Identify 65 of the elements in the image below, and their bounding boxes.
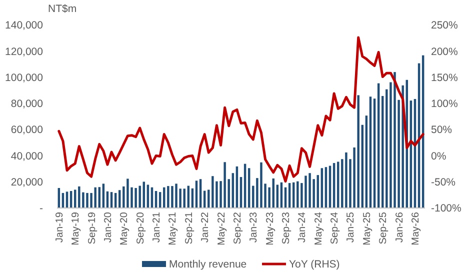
x-tick-label: Sep-22 bbox=[232, 212, 244, 244]
bar bbox=[175, 184, 178, 208]
y2-tick-label: 0% bbox=[431, 150, 446, 162]
bar bbox=[134, 188, 137, 208]
x-tick-label: May-23 bbox=[264, 212, 276, 246]
bar bbox=[394, 72, 396, 208]
bar bbox=[167, 186, 170, 208]
y2-tick-label: 250% bbox=[431, 20, 458, 32]
x-tick-label: Jan-26 bbox=[394, 212, 406, 243]
y-tick-label: 100,000 bbox=[5, 72, 44, 84]
bar bbox=[296, 181, 299, 208]
x-tick-label: Sep-19 bbox=[86, 212, 98, 244]
bar bbox=[369, 96, 372, 208]
x-tick-label: May-21 bbox=[168, 212, 179, 246]
x-tick-label: Sep-21 bbox=[184, 212, 195, 244]
bar bbox=[86, 192, 88, 208]
x-tick-label: Jan-21 bbox=[152, 212, 163, 243]
y-tick-label: 20,000 bbox=[10, 176, 44, 189]
y-tick-label: 40,000 bbox=[10, 150, 44, 162]
y2-tick-label: 150% bbox=[431, 72, 458, 84]
x-tick-label: Jan-20 bbox=[102, 212, 114, 243]
bar bbox=[94, 187, 96, 208]
y2-tick-label: -50% bbox=[431, 176, 456, 189]
x-tick-label: Sep-20 bbox=[135, 212, 146, 244]
y2-tick-label: 200% bbox=[431, 46, 458, 58]
x-tick-label: May-24 bbox=[313, 212, 324, 246]
x-tick-label: Jan-25 bbox=[346, 212, 357, 243]
x-tick-label: Sep-25 bbox=[378, 212, 390, 244]
y-tick-label: 80,000 bbox=[10, 98, 44, 110]
bar bbox=[183, 188, 186, 208]
y-tick-label: - bbox=[40, 202, 44, 215]
x-tick-label: Jan-22 bbox=[200, 212, 212, 243]
bar bbox=[260, 162, 262, 208]
bar bbox=[308, 173, 311, 208]
y-tick-label: 60,000 bbox=[10, 124, 44, 136]
bar bbox=[224, 162, 226, 208]
x-tick-label: Sep-23 bbox=[281, 212, 292, 244]
x-tick-label: Jan-24 bbox=[297, 212, 308, 243]
x-tick-label: Sep-24 bbox=[330, 212, 341, 244]
bar bbox=[171, 186, 174, 208]
x-tick-label: May-25 bbox=[362, 212, 373, 246]
y2-tick-label: 100% bbox=[431, 98, 458, 110]
y-axis-title: NT$m bbox=[48, 3, 77, 15]
bar bbox=[212, 176, 214, 208]
legend-label: YoY (RHS) bbox=[289, 258, 340, 271]
y2-tick-label: -100% bbox=[431, 202, 462, 215]
y-tick-label: 120,000 bbox=[5, 46, 44, 58]
x-tick-label: Jan-19 bbox=[54, 212, 66, 243]
bar bbox=[126, 178, 129, 208]
bar bbox=[304, 176, 307, 208]
bar bbox=[138, 186, 141, 208]
bar bbox=[357, 95, 360, 208]
y2-tick-label: 50% bbox=[431, 124, 452, 136]
y-tick-label: 140,000 bbox=[5, 20, 44, 32]
bar bbox=[373, 98, 376, 208]
x-tick-label: Jan-23 bbox=[248, 212, 260, 243]
legend-label: Monthly revenue bbox=[169, 258, 247, 271]
line-series bbox=[58, 36, 424, 183]
bar bbox=[345, 152, 348, 208]
x-tick-label: May-22 bbox=[216, 212, 228, 246]
x-tick-label: May-19 bbox=[70, 212, 82, 246]
x-tick-label: May-26 bbox=[410, 212, 422, 246]
bar bbox=[78, 186, 80, 208]
bar bbox=[268, 187, 270, 208]
x-tick-label: May-20 bbox=[119, 212, 130, 246]
